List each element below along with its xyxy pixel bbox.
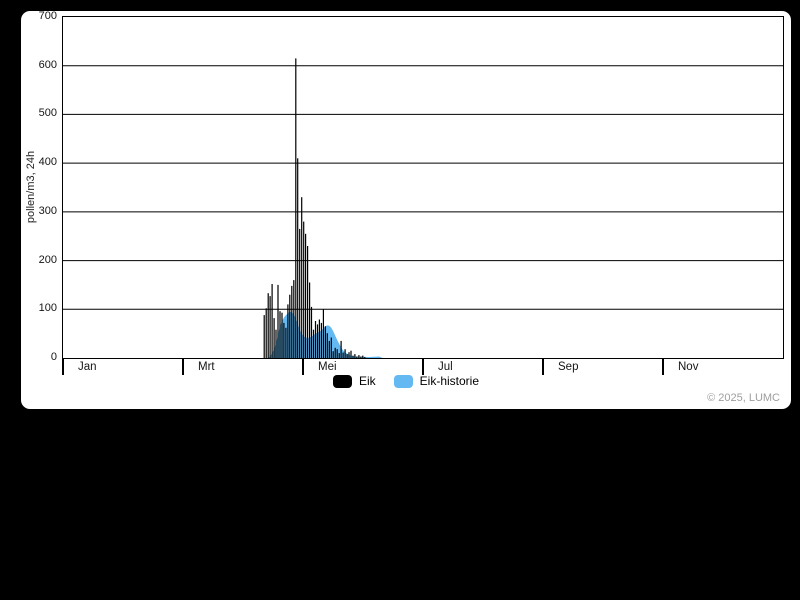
eik-bar: [263, 315, 265, 358]
x-tick-label: Mei: [318, 361, 337, 373]
y-tick-label: 500: [38, 107, 57, 120]
y-tick-label: 300: [38, 204, 57, 217]
eik-bar: [297, 158, 299, 358]
eik-bar: [334, 347, 336, 358]
legend-swatch-icon: [393, 374, 413, 388]
eik-bar: [291, 285, 293, 358]
eik-bar: [299, 228, 301, 358]
y-axis-title: pollen/m3, 24h: [25, 150, 37, 224]
eik-bar: [328, 340, 330, 358]
eik-bar: [295, 58, 297, 358]
x-tick-label: Sep: [558, 361, 579, 373]
pollen-chart: [63, 58, 783, 358]
eik-bar: [364, 357, 366, 358]
eik-bar: [283, 322, 285, 358]
x-axis: Jan Mrt Mei Jul Sep Nov: [62, 359, 785, 379]
eik-bar: [326, 333, 328, 358]
eik-bar: [352, 355, 354, 358]
x-tick: [302, 359, 304, 375]
y-tick-label: 600: [38, 58, 57, 71]
chart-panel: pollen/m3, 24h 0 100 200 300 400 500 600 700 Ja…: [21, 10, 791, 409]
legend-item-eik-historie[interactable]: Eik-historie: [393, 374, 480, 388]
x-tick-label: Jul: [438, 361, 453, 373]
legend-label: Eik-historie: [419, 374, 480, 388]
eik-bar: [265, 308, 267, 358]
x-tick: [542, 359, 544, 375]
y-tick-label: 400: [38, 156, 57, 169]
eik-bar: [336, 349, 338, 358]
legend-swatch-icon: [332, 374, 352, 388]
plot-area: [62, 16, 784, 359]
eik-bar: [312, 329, 315, 358]
eik-bar: [346, 354, 348, 358]
eik-bar: [279, 311, 281, 358]
eik-bar: [350, 350, 352, 358]
y-tick-label: 0: [50, 351, 57, 363]
eik-bar: [332, 351, 334, 358]
eik-bar: [338, 353, 340, 358]
eik-bar: [354, 354, 356, 358]
x-tick-label: Jan: [78, 361, 97, 373]
y-tick-label: 100: [38, 302, 57, 315]
eik-bar: [271, 284, 273, 358]
eik-bar: [289, 294, 291, 358]
eik-bar: [293, 280, 295, 358]
y-tick-label: 200: [38, 253, 57, 266]
eik-bar: [285, 327, 287, 358]
legend-item-eik[interactable]: Eik: [332, 374, 376, 388]
eik-bar: [281, 312, 283, 358]
eik-bar: [362, 355, 364, 358]
eik-bar: [277, 284, 279, 358]
eik-bar: [356, 356, 358, 358]
eik-bar: [314, 321, 317, 358]
eik-bar: [360, 356, 362, 358]
eik-bar: [305, 233, 307, 358]
eik-bar: [269, 296, 271, 358]
eik-bar: [358, 355, 360, 358]
x-tick: [422, 359, 424, 375]
eik-bar: [320, 322, 322, 358]
legend-label: Eik: [358, 374, 376, 388]
x-tick: [182, 359, 184, 375]
eik-bar: [267, 293, 269, 358]
eik-bar: [316, 324, 319, 358]
x-tick: [662, 359, 664, 375]
eik-bar: [273, 318, 275, 358]
y-tick-label: 700: [38, 10, 57, 22]
eik-bar: [322, 309, 324, 358]
eik-bar: [275, 329, 277, 358]
legend: Eik Eik-historie: [21, 374, 791, 388]
x-tick-label: Mrt: [198, 361, 215, 373]
eik-bar: [318, 319, 320, 358]
eik-bar: [307, 246, 309, 358]
eik-bar: [287, 304, 289, 358]
copyright: © 2025, LUMC: [707, 392, 780, 404]
eik-bar: [344, 349, 346, 358]
eik-bar: [330, 337, 332, 358]
eik-bar: [340, 340, 342, 358]
x-tick-label: Nov: [678, 361, 699, 373]
x-tick: [62, 359, 64, 375]
eik-bar: [348, 352, 350, 358]
eik-bar: [309, 282, 311, 358]
eik-bar: [310, 306, 313, 358]
eik-bar: [301, 197, 303, 358]
eik-bar: [303, 221, 305, 358]
eik-bar: [324, 326, 326, 358]
eik-bar: [342, 352, 344, 358]
